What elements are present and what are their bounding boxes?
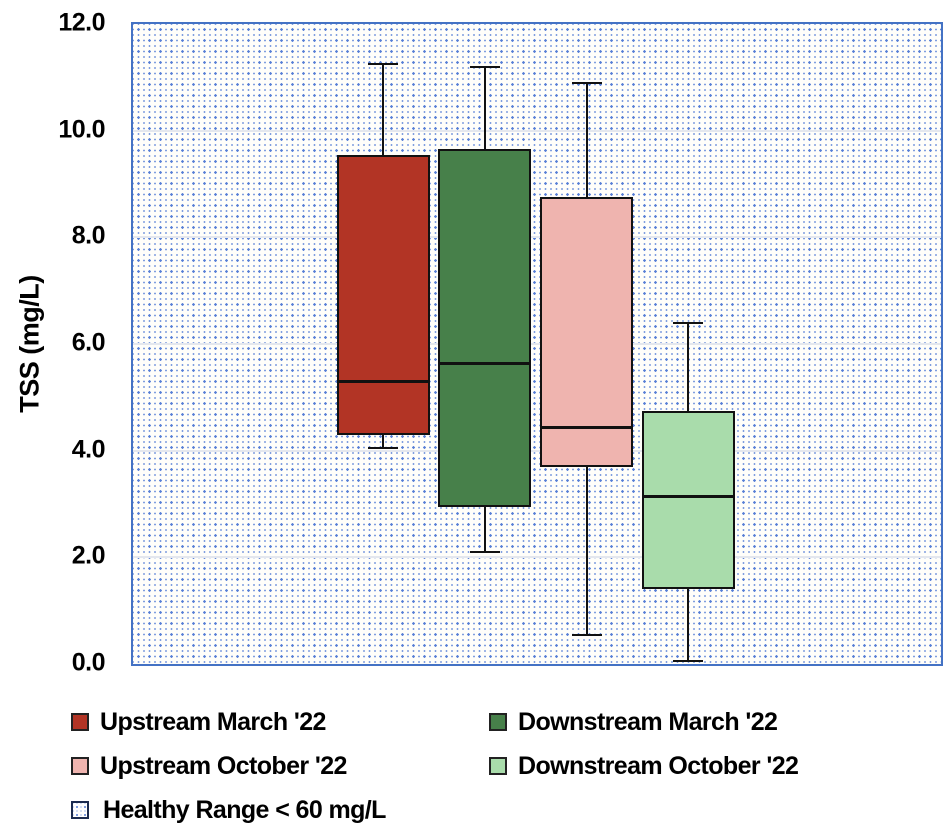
y-axis-tick-labels: 12.0 10.0 8.0 6.0 4.0 2.0 0.0 [0,0,119,700]
legend-label: Downstream October '22 [518,751,799,780]
legend-swatch [489,713,507,731]
box-iqr-rect [438,149,532,507]
upper-whisker-line [687,322,690,411]
lower-whisker-line [585,466,588,635]
legend-item: Downstream October '22 [489,747,941,785]
legend-swatch [71,757,89,775]
healthy-range-pattern-swatch [71,801,89,819]
legend-item: Upstream March '22 [71,703,489,741]
box-iqr-rect [641,410,735,590]
lower-whisker-cap [469,551,500,553]
legend-item: Downstream March '22 [489,703,941,741]
lower-whisker-cap [368,447,398,449]
upper-whisker-cap [368,63,398,65]
legend-label: Downstream March '22 [518,707,778,736]
median-line [438,361,532,365]
y-tick-label: 10.0 [58,115,105,144]
legend-label: Upstream October '22 [100,751,347,780]
y-tick-label: 2.0 [71,541,106,570]
plot-area [131,22,943,666]
upper-whisker-cap [673,321,704,324]
upper-whisker-line [585,82,588,198]
upper-whisker-cap [469,65,500,68]
upper-whisker-cap [571,81,602,84]
legend-swatch [71,713,89,731]
gridline [133,129,941,132]
y-tick-label: 12.0 [58,8,105,37]
lower-whisker-line [382,434,384,448]
median-line [336,380,430,384]
box-iqr-rect [540,197,634,467]
gridline [133,343,941,345]
legend-item: Upstream October '22 [71,747,489,785]
legend-label: Healthy Range < 60 mg/L [103,795,386,824]
median-line [540,425,634,429]
gridline [133,236,941,239]
gridline [133,449,941,452]
y-axis-title: TSS (mg/L) [14,275,45,413]
legend-item-healthy-range: Healthy Range < 60 mg/L [71,791,941,829]
lower-whisker-cap [673,660,704,663]
upper-whisker-line [382,64,384,155]
lower-whisker-line [687,589,690,662]
gridline [133,556,941,559]
y-tick-label: 6.0 [71,328,106,357]
y-tick-label: 8.0 [71,221,106,250]
median-line [641,495,735,498]
legend-label: Upstream March '22 [100,707,326,736]
box-iqr-rect [336,154,430,435]
y-tick-label: 4.0 [71,435,106,464]
chart-legend: Upstream March '22 Downstream March '22 Up… [71,703,941,829]
lower-whisker-line [483,506,486,552]
lower-whisker-cap [571,633,602,636]
upper-whisker-line [483,66,486,150]
y-tick-label: 0.0 [71,648,106,677]
legend-swatch [489,757,507,775]
